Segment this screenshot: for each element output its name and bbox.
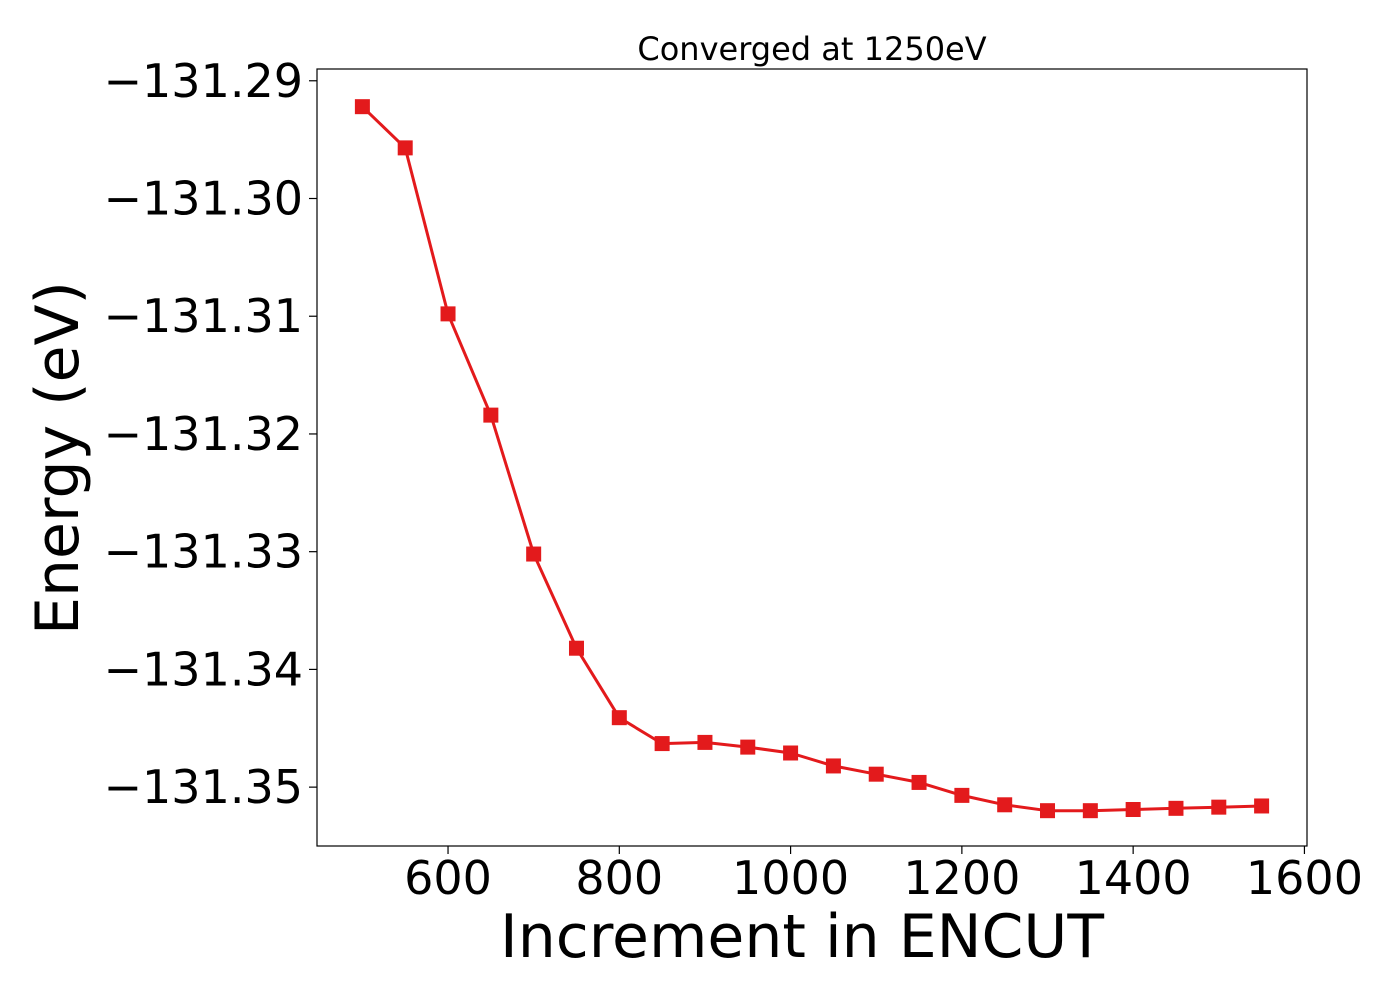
x-axis-label: Increment in ENCUT [500, 902, 1104, 972]
y-tick-label: −131.34 [104, 642, 304, 696]
data-point [440, 306, 456, 322]
chart-title: Converged at 1250eV [637, 30, 986, 68]
data-point [1168, 800, 1184, 816]
x-axis: 600 800 1000 1200 1400 1600 [404, 846, 1363, 905]
y-axis-label: Energy (eV) [23, 281, 93, 635]
y-tick-label: −131.33 [104, 525, 304, 579]
data-point [568, 640, 584, 656]
data-point [526, 546, 542, 562]
y-tick-label: −131.32 [104, 407, 304, 461]
data-point [997, 797, 1013, 813]
y-tick-label: −131.35 [104, 760, 304, 814]
data-point [483, 407, 499, 423]
x-tick-label: 600 [404, 851, 492, 905]
data-point [1211, 799, 1227, 815]
data-point [654, 736, 670, 752]
x-tick-label: 1000 [732, 851, 849, 905]
data-point [911, 774, 927, 790]
y-tick-label: −131.29 [104, 54, 304, 108]
data-point [1254, 798, 1270, 814]
x-tick-label: 1200 [903, 851, 1020, 905]
data-point [868, 766, 884, 782]
y-tick-label: −131.30 [104, 172, 304, 226]
data-point [825, 758, 841, 774]
data-point [740, 739, 756, 755]
data-point [1082, 803, 1098, 819]
x-tick-label: 1600 [1246, 851, 1363, 905]
data-point [954, 787, 970, 803]
data-point [1040, 803, 1056, 819]
x-tick-label: 800 [575, 851, 663, 905]
series-layer [354, 99, 1270, 819]
y-axis: −131.29 −131.30 −131.31 −131.32 −131.33 −131.… [104, 54, 317, 814]
data-point [783, 745, 799, 761]
plot-frame [316, 68, 1308, 847]
y-tick-label: −131.31 [104, 289, 304, 343]
data-point [611, 710, 627, 726]
data-point [697, 734, 713, 750]
data-point [397, 140, 413, 156]
series-line [361, 105, 1262, 813]
data-point [354, 99, 370, 115]
data-point [1125, 802, 1141, 818]
x-tick-label: 1400 [1075, 851, 1192, 905]
